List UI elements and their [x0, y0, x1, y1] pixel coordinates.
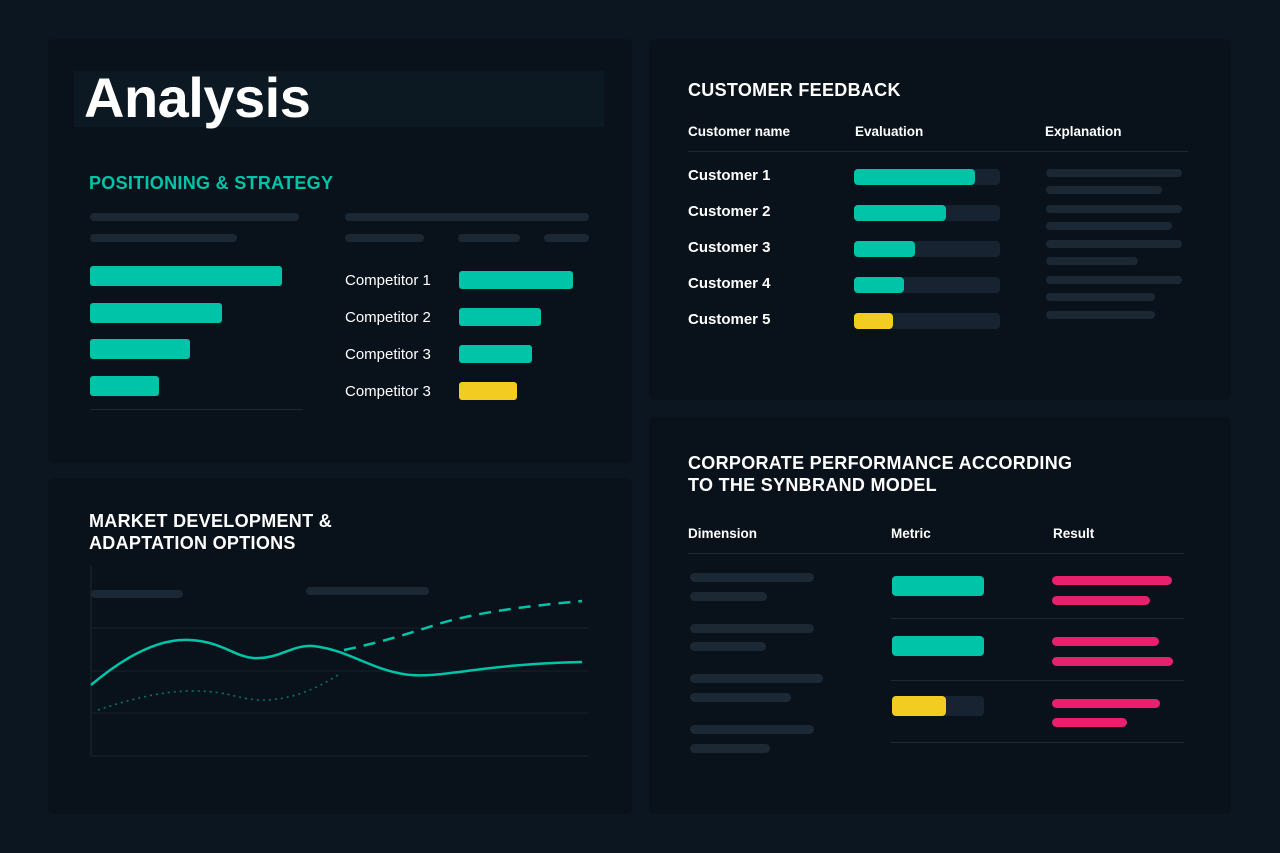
column-header-customer-name: Customer name	[688, 124, 791, 139]
customer-name: Customer 3	[688, 239, 771, 256]
competitor-bar	[459, 345, 532, 363]
placeholder-line	[1046, 240, 1182, 248]
page-title: Analysis	[84, 66, 311, 129]
competitor-bar	[459, 308, 541, 326]
placeholder-line	[1046, 276, 1182, 284]
positioning-bar	[90, 375, 159, 396]
customer-name: Customer 5	[688, 311, 771, 328]
column-header-evaluation: Evaluation	[855, 124, 924, 139]
column-header-metric: Metric	[891, 526, 931, 541]
chart-series-dashed	[343, 599, 583, 652]
row-divider	[891, 742, 1184, 743]
metric-bar	[892, 576, 984, 596]
placeholder-line	[306, 587, 429, 595]
competitor-bar	[459, 382, 517, 400]
column-header-result: Result	[1053, 526, 1095, 541]
header-divider	[688, 151, 1188, 152]
placeholder-line	[1046, 169, 1182, 177]
header-divider	[688, 553, 1184, 554]
corporate-heading-line2: TO THE SYNBRAND MODEL	[688, 475, 937, 495]
competitor-label: Competitor 2	[345, 309, 431, 326]
result-line	[1052, 718, 1127, 727]
row-divider	[891, 618, 1184, 619]
feedback-heading: CUSTOMER FEEDBACK	[688, 80, 901, 100]
positioning-bar	[90, 266, 282, 286]
placeholder-line	[90, 234, 237, 242]
placeholder-line	[690, 573, 814, 582]
result-line	[1052, 699, 1160, 708]
customer-name: Customer 1	[688, 167, 771, 184]
result-line	[1052, 657, 1173, 666]
row-divider	[891, 680, 1184, 681]
placeholder-line	[690, 674, 823, 683]
competitor-label: Competitor 3	[345, 346, 431, 363]
chart-series-dotted	[97, 674, 339, 711]
market-panel: MARKET DEVELOPMENT & ADAPTATION OPTIONS	[48, 478, 632, 814]
placeholder-line	[1046, 311, 1155, 319]
positioning-panel: Analysis POSITIONING & STRATEGY Competit…	[48, 39, 632, 463]
evaluation-bar	[854, 241, 915, 257]
placeholder-line	[345, 234, 424, 242]
corporate-performance-panel: CORPORATE PERFORMANCE ACCORDING TO THE S…	[649, 417, 1231, 814]
result-line	[1052, 596, 1150, 605]
market-line-chart	[90, 566, 588, 757]
placeholder-line	[1046, 257, 1138, 265]
evaluation-bar	[854, 277, 904, 293]
placeholder-line	[690, 592, 767, 601]
market-heading-line1: MARKET DEVELOPMENT &	[89, 511, 333, 531]
placeholder-line	[544, 234, 589, 242]
divider	[90, 409, 303, 410]
placeholder-line	[1046, 186, 1162, 194]
placeholder-line	[458, 234, 520, 242]
competitor-bar	[459, 271, 573, 289]
result-line	[1052, 576, 1172, 585]
competitor-label: Competitor 1	[345, 272, 431, 289]
placeholder-line	[690, 693, 791, 702]
customer-feedback-panel: CUSTOMER FEEDBACK Customer name Evaluati…	[649, 39, 1231, 400]
placeholder-line	[345, 213, 589, 221]
positioning-heading: POSITIONING & STRATEGY	[89, 173, 334, 193]
competitor-label: Competitor 3	[345, 383, 431, 400]
column-header-dimension: Dimension	[688, 526, 758, 541]
metric-bar	[892, 636, 984, 656]
evaluation-bar	[854, 169, 975, 185]
market-heading-line2: ADAPTATION OPTIONS	[89, 533, 296, 553]
placeholder-line	[91, 590, 183, 598]
column-header-explanation: Explanation	[1045, 124, 1122, 139]
placeholder-line	[90, 213, 299, 221]
placeholder-line	[690, 725, 814, 734]
evaluation-bar	[854, 205, 946, 221]
placeholder-line	[690, 642, 766, 651]
result-line	[1052, 637, 1159, 646]
chart-series-main	[90, 638, 583, 686]
customer-name: Customer 4	[688, 275, 771, 292]
positioning-bar	[90, 302, 222, 323]
corporate-heading-line1: CORPORATE PERFORMANCE ACCORDING	[688, 453, 1073, 473]
placeholder-line	[1046, 222, 1172, 230]
placeholder-line	[1046, 205, 1182, 213]
placeholder-line	[1046, 293, 1155, 301]
positioning-bar	[90, 339, 190, 359]
placeholder-line	[690, 744, 770, 753]
placeholder-line	[690, 624, 814, 633]
customer-name: Customer 2	[688, 203, 771, 220]
evaluation-bar	[854, 313, 893, 329]
title-backdrop	[74, 71, 604, 127]
metric-bar	[892, 696, 946, 716]
